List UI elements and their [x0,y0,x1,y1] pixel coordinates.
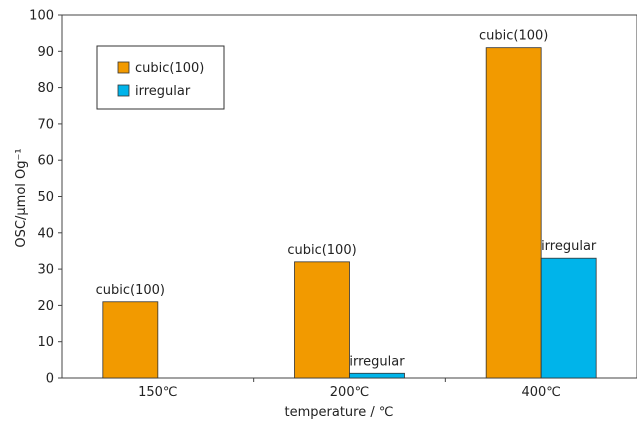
x-tick-label: 150℃ [138,385,177,400]
legend-label-irregular: irregular [135,84,191,99]
y-tick-label: 70 [37,117,54,132]
y-tick-label: 10 [37,335,54,350]
legend-label-cubic: cubic(100) [135,61,204,76]
bar-irregular [349,372,405,379]
bar-data-label: cubic(100) [287,243,356,258]
y-tick-label: 40 [37,226,54,241]
legend-swatch-irregular [117,84,130,97]
y-tick-label: 80 [37,81,54,96]
y-tick-label: 20 [37,299,54,314]
bar-labels-group: cubic(100) cubic(100) irregular cubic(100) i… [96,29,597,370]
y-axis: 0 10 20 30 40 50 60 70 80 90 100 [29,9,62,387]
y-tick-label: 50 [37,190,54,205]
y-tick-label: 30 [37,263,54,278]
y-tick-label: 0 [46,372,54,387]
bar-cubic [294,261,350,379]
legend: cubic(100) irregular [96,45,225,110]
bar-cubic [485,47,542,379]
y-tick-label: 60 [37,154,54,169]
legend-swatch-cubic [117,61,130,74]
x-axis: 150℃ 200℃ 400℃ [138,378,561,400]
y-tick-label: 100 [29,9,54,24]
bar-data-label: irregular [349,354,405,369]
bar-irregular [540,257,597,379]
legend-box [96,45,225,110]
x-tick-label: 400℃ [521,385,560,400]
y-axis-title: OSC/µmol Og⁻¹ [14,148,29,247]
bar-data-label: cubic(100) [96,283,165,298]
bars-group [102,47,597,379]
x-tick-label: 200℃ [330,385,369,400]
bar-data-label: irregular [541,239,597,254]
x-axis-title: temperature / ℃ [285,405,394,420]
y-tick-label: 90 [37,45,54,60]
bar-cubic [102,301,159,379]
bar-data-label: cubic(100) [479,29,548,44]
